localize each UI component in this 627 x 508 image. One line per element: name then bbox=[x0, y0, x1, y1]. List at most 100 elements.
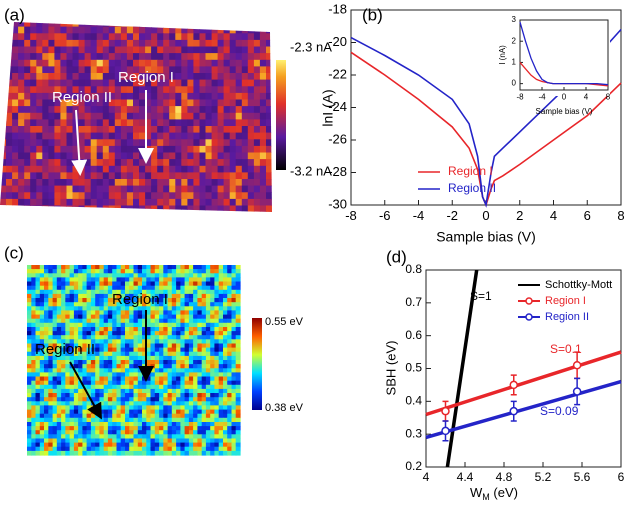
texture-cell bbox=[247, 46, 255, 54]
texture-cell bbox=[266, 165, 272, 173]
texture-cell bbox=[78, 364, 83, 369]
texture-cell bbox=[12, 86, 19, 94]
texture-cell bbox=[61, 322, 66, 328]
texture-cell bbox=[169, 152, 176, 160]
texture-cell bbox=[114, 159, 122, 167]
panel-label: (a) bbox=[4, 5, 25, 24]
texture-cell bbox=[120, 281, 126, 287]
texture-cell bbox=[66, 172, 74, 180]
texture-cell bbox=[42, 172, 49, 180]
texture-cell bbox=[73, 273, 79, 278]
texture-cell bbox=[69, 265, 75, 270]
texture-cell bbox=[0, 205, 7, 212]
texture-cell bbox=[146, 347, 152, 353]
texture-cell bbox=[78, 106, 86, 114]
texture-cell bbox=[176, 368, 181, 373]
texture-cell bbox=[205, 126, 213, 134]
texture-cell bbox=[176, 322, 181, 328]
texture-cell bbox=[31, 273, 37, 278]
texture-cell bbox=[44, 368, 49, 373]
texture-cell bbox=[145, 185, 152, 193]
texture-cell bbox=[116, 384, 122, 390]
texture-cell bbox=[115, 225, 122, 232]
texture-cell bbox=[48, 372, 54, 378]
texture-cell bbox=[223, 59, 231, 67]
texture-cell bbox=[84, 198, 92, 207]
texture-cell bbox=[73, 388, 79, 394]
texture-cell bbox=[227, 380, 233, 386]
texture-cell bbox=[86, 273, 92, 278]
texture-cell bbox=[96, 139, 104, 147]
texture-cell bbox=[12, 126, 19, 134]
texture-cell bbox=[126, 152, 134, 160]
texture-cell bbox=[159, 327, 164, 332]
texture-cell bbox=[102, 53, 110, 61]
texture-cell bbox=[39, 376, 45, 382]
texture-cell bbox=[211, 179, 219, 187]
texture-cell bbox=[193, 92, 200, 101]
texture-cell bbox=[66, 152, 74, 160]
texture-cell bbox=[0, 59, 7, 67]
texture-cell bbox=[167, 265, 173, 270]
texture-cell bbox=[35, 281, 41, 287]
texture-cell bbox=[112, 273, 118, 278]
texture-cell bbox=[253, 106, 261, 114]
texture-cell bbox=[142, 430, 147, 435]
texture-cell bbox=[60, 192, 67, 200]
texture-cell bbox=[171, 401, 177, 406]
texture-cell bbox=[133, 225, 140, 232]
texture-cell bbox=[163, 417, 169, 423]
texture-cell bbox=[48, 393, 54, 398]
arrow bbox=[71, 109, 88, 176]
texture-cell bbox=[48, 306, 54, 311]
texture-cell bbox=[82, 430, 88, 435]
texture-cell bbox=[181, 172, 188, 180]
texture-cell bbox=[241, 112, 249, 120]
texture-cell bbox=[66, 86, 74, 94]
texture-cell bbox=[133, 450, 139, 456]
texture-cell bbox=[48, 22, 55, 28]
texture-cell bbox=[133, 351, 139, 357]
texture-cell bbox=[112, 347, 118, 353]
texture-cell bbox=[73, 351, 79, 357]
texture-cell bbox=[180, 450, 186, 456]
texture-cell bbox=[167, 430, 173, 435]
y-tick-label: 2 bbox=[512, 36, 517, 45]
texture-cell bbox=[205, 46, 213, 54]
texture-cell bbox=[36, 152, 43, 160]
texture-cell bbox=[169, 219, 176, 226]
texture-cell bbox=[227, 360, 233, 365]
texture-cell bbox=[133, 39, 140, 48]
texture-cell bbox=[218, 413, 224, 419]
texture-cell bbox=[176, 364, 181, 369]
texture-cell bbox=[54, 198, 61, 207]
texture-cell bbox=[223, 46, 231, 54]
texture-cell bbox=[61, 327, 66, 332]
texture-cell bbox=[95, 430, 101, 435]
texture-cell bbox=[259, 192, 267, 200]
texture-cell bbox=[35, 285, 41, 291]
texture-cell bbox=[159, 360, 164, 365]
texture-cell bbox=[171, 339, 177, 344]
texture-cell bbox=[108, 26, 116, 34]
texture-cell bbox=[197, 285, 203, 291]
texture-cell bbox=[133, 306, 139, 311]
texture-cell bbox=[107, 376, 113, 382]
texture-cell bbox=[120, 310, 126, 316]
texture-cell bbox=[210, 409, 216, 415]
texture-cell bbox=[84, 185, 92, 193]
texture-cell bbox=[210, 339, 216, 344]
texture-cell bbox=[197, 401, 203, 406]
texture-cell bbox=[84, 132, 92, 140]
texture-cell bbox=[54, 66, 61, 74]
texture-cell bbox=[116, 376, 122, 382]
texture-cell bbox=[133, 380, 139, 386]
texture-cell bbox=[266, 73, 272, 81]
texture-cell bbox=[30, 198, 37, 207]
texture-cell bbox=[201, 434, 207, 439]
texture-cell bbox=[0, 159, 7, 167]
texture-cell bbox=[99, 401, 105, 406]
texture-cell bbox=[180, 302, 186, 307]
texture-cell bbox=[205, 351, 211, 357]
texture-cell bbox=[39, 289, 45, 295]
